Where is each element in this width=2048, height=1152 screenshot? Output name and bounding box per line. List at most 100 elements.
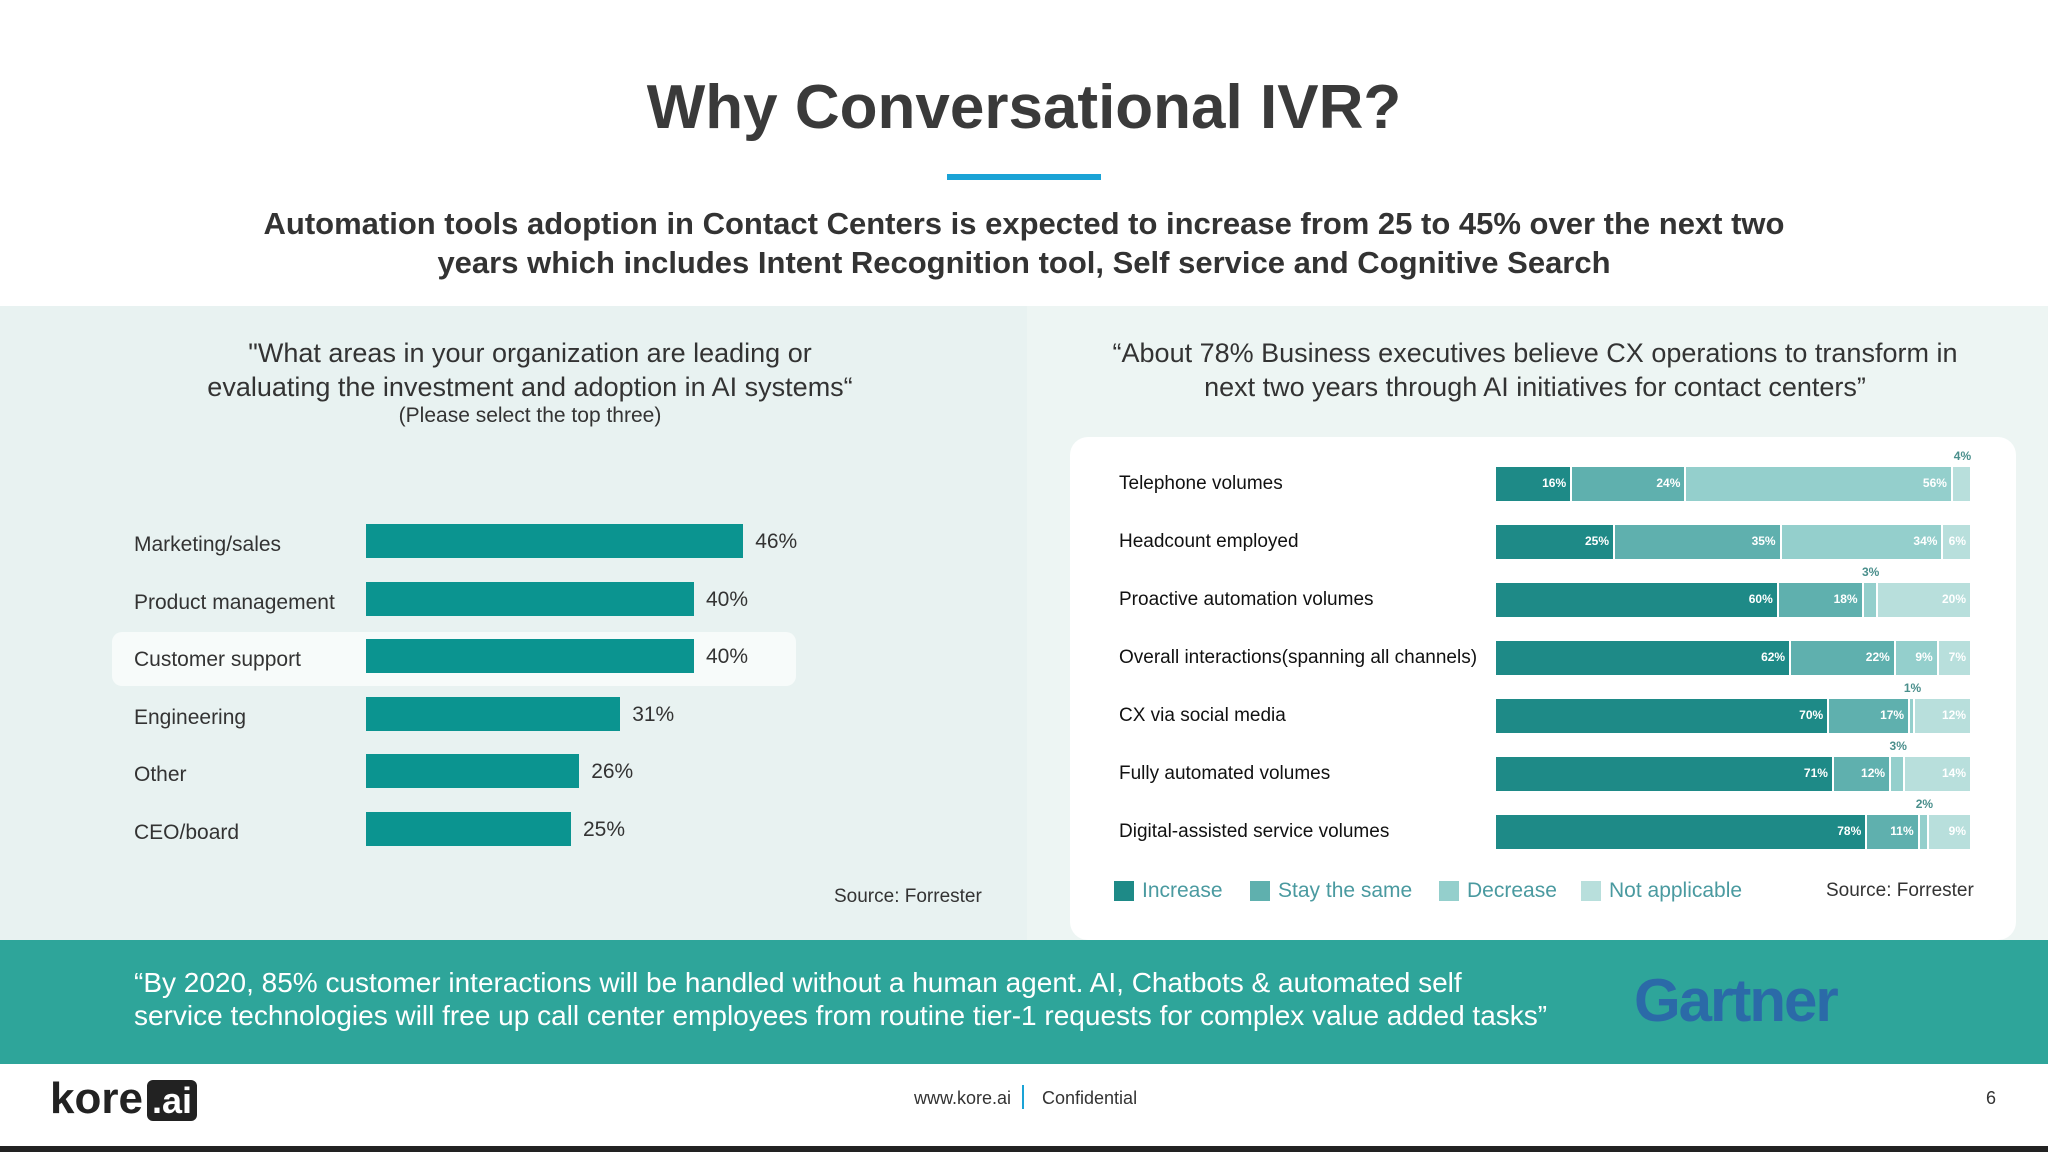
logo-ai-badge: .ai [146, 1080, 197, 1121]
bar-customer-support [366, 639, 694, 674]
segment-decrease-digital-assisted-service-volumes [1919, 815, 1930, 849]
gartner-quote: “By 2020, 85% customer interactions will… [134, 966, 1584, 1032]
row-label-headcount-employed: Headcount employed [1119, 531, 1299, 552]
segment-stay-the-same-cx-via-social-media [1829, 699, 1911, 733]
segment-value-decrease-headcount-employed: 34% [1913, 534, 1938, 548]
bar-value-engineering: 31% [632, 702, 675, 726]
segment-value-not-applicable-telephone-volumes: 4% [1953, 449, 1972, 463]
page-title: Why Conversational IVR? [646, 73, 1402, 142]
left-question-line-1: "What areas in your organization are lea… [248, 338, 812, 368]
bar-engineering [366, 696, 621, 731]
segment-not-applicable-overall-interactions-spanning-all-channels [1938, 641, 1972, 675]
legend-label-not-applicable: Not applicable [1609, 879, 1743, 902]
stacked-bar-cx-via-social-media: 70% 17% 12% [1496, 699, 1972, 733]
segment-decrease-cx-via-social-media [1910, 699, 1915, 733]
quote-line-2: service technologies will free up call c… [134, 1000, 1548, 1031]
legend-item-increase: Increase [1114, 878, 1223, 904]
bar-other [366, 754, 580, 789]
segment-value-increase-proactive-automation-volumes: 60% [1748, 592, 1773, 606]
legend-swatch-decrease [1439, 881, 1459, 901]
right-survey-question: “About 78% Business executives believe C… [1070, 336, 2000, 404]
stacked-bar-digital-assisted-service-volumes: 78% 11% 9% [1496, 815, 1972, 849]
legend-swatch-not-applicable [1581, 881, 1601, 901]
segment-value-decrease-overall-interactions-spanning-all-channels: 9% [1915, 650, 1933, 664]
legend-item-stay-the-same: Stay the same [1250, 878, 1412, 904]
segment-value-stay-the-same-overall-interactions-spanning-all-channels: 22% [1865, 650, 1890, 664]
stacked-chart-card [1070, 437, 2016, 940]
legend-label-increase: Increase [1142, 879, 1223, 902]
segment-stay-the-same-digital-assisted-service-volumes [1867, 815, 1920, 849]
segment-stay-the-same-headcount-employed [1615, 525, 1782, 559]
category-label-other: Other [134, 763, 187, 787]
segment-value-not-applicable-cx-via-social-media: 12% [1941, 708, 1966, 722]
row-label-proactive-automation-volumes: Proactive automation volumes [1119, 589, 1374, 610]
segment-decrease-fully-automated-volumes [1891, 757, 1906, 791]
bottom-bar [0, 1146, 2048, 1152]
row-label-cx-via-social-media: CX via social media [1119, 705, 1286, 726]
segment-value-increase-overall-interactions-spanning-all-channels: 62% [1761, 650, 1786, 664]
segment-increase-overall-interactions-spanning-all-channels [1496, 641, 1792, 675]
row-label-telephone-volumes: Telephone volumes [1119, 473, 1283, 494]
segment-increase-proactive-automation-volumes [1496, 583, 1779, 617]
segment-value-stay-the-same-proactive-automation-volumes: 18% [1833, 592, 1858, 606]
segment-stay-the-same-telephone-volumes [1572, 467, 1687, 501]
quote-line-1: “By 2020, 85% customer interactions will… [134, 967, 1462, 998]
bar-value-ceo-board: 25% [583, 818, 626, 841]
segment-not-applicable-cx-via-social-media [1914, 699, 1972, 733]
segment-decrease-overall-interactions-spanning-all-channels [1895, 641, 1939, 675]
segment-value-increase-digital-assisted-service-volumes: 78% [1837, 824, 1862, 838]
stacked-bar-telephone-volumes: 16% 24% 56% [1496, 467, 1972, 501]
segment-increase-cx-via-social-media [1496, 699, 1830, 733]
stacked-bar-overall-interactions-spanning-all-channels: 62% 22% 9% 7% [1496, 641, 1972, 675]
bar-product-management [366, 581, 694, 616]
segment-stay-the-same-proactive-automation-volumes [1778, 583, 1864, 617]
gartner-logo: Gartner [1634, 967, 1839, 1034]
segment-value-not-applicable-proactive-automation-volumes: 20% [1941, 592, 1966, 606]
bar-ceo-board [366, 812, 571, 846]
bar-value-product-management: 40% [706, 587, 749, 611]
legend-swatch-stay-the-same [1250, 881, 1270, 901]
segment-value-decrease-telephone-volumes: 56% [1922, 476, 1947, 490]
segment-not-applicable-fully-automated-volumes [1905, 757, 1972, 791]
segment-value-increase-headcount-employed: 25% [1584, 534, 1609, 548]
stacked-bar-fully-automated-volumes: 71% 12% 14% [1496, 757, 1972, 791]
left-question-note: (Please select the top three) [398, 404, 662, 427]
left-source: Source: Forrester [834, 886, 982, 907]
stacked-bar-headcount-employed: 25% 35% 34% 6% [1496, 525, 1972, 559]
row-label-digital-assisted-service-volumes: Digital-assisted service volumes [1119, 821, 1390, 842]
legend-label-stay-the-same: Stay the same [1278, 879, 1413, 902]
kore-ai-logo: kore .ai [50, 1074, 197, 1124]
segment-value-decrease-digital-assisted-service-volumes: 2% [1915, 797, 1934, 811]
logo-text: kore [50, 1074, 143, 1123]
segment-increase-digital-assisted-service-volumes [1496, 815, 1868, 849]
legend-item-decrease: Decrease [1439, 878, 1557, 904]
left-question-line-2: evaluating the investment and adoption i… [207, 372, 853, 402]
right-source: Source: Forrester [1826, 880, 1974, 901]
bar-value-marketing-sales: 46% [755, 530, 798, 553]
right-question-line-2: next two years through AI initiatives fo… [1204, 372, 1866, 402]
segment-stay-the-same-overall-interactions-spanning-all-channels [1791, 641, 1896, 675]
segment-value-not-applicable-digital-assisted-service-volumes: 9% [1948, 824, 1966, 838]
segment-decrease-telephone-volumes [1686, 467, 1953, 501]
segment-value-stay-the-same-fully-automated-volumes: 12% [1861, 766, 1886, 780]
row-label-fully-automated-volumes: Fully automated volumes [1119, 763, 1331, 784]
category-label-product-management: Product management [134, 590, 335, 614]
segment-value-increase-telephone-volumes: 16% [1542, 476, 1567, 490]
segment-value-stay-the-same-digital-assisted-service-volumes: 11% [1890, 824, 1914, 838]
segment-value-not-applicable-fully-automated-volumes: 14% [1941, 766, 1966, 780]
category-label-customer-support: Customer support [134, 648, 301, 672]
legend-item-not-applicable: Not applicable [1581, 878, 1742, 904]
footer-website: www.kore.ai [914, 1088, 1012, 1108]
segment-increase-headcount-employed [1496, 525, 1615, 559]
segment-stay-the-same-fully-automated-volumes [1833, 757, 1892, 791]
right-question-line-1: “About 78% Business executives believe C… [1112, 338, 1958, 368]
segment-value-increase-cx-via-social-media: 70% [1799, 708, 1824, 722]
segment-not-applicable-proactive-automation-volumes [1877, 583, 1972, 617]
segment-not-applicable-telephone-volumes [1952, 467, 1972, 501]
segment-decrease-headcount-employed [1781, 525, 1944, 559]
category-label-marketing-sales: Marketing/sales [134, 533, 282, 556]
segment-value-stay-the-same-cx-via-social-media: 17% [1880, 708, 1905, 722]
category-label-ceo-board: CEO/board [134, 821, 240, 844]
row-label-overall-interactions-spanning-all-channels: Overall interactions(spanning all channe… [1119, 647, 1478, 668]
segment-value-increase-fully-automated-volumes: 71% [1803, 766, 1828, 780]
